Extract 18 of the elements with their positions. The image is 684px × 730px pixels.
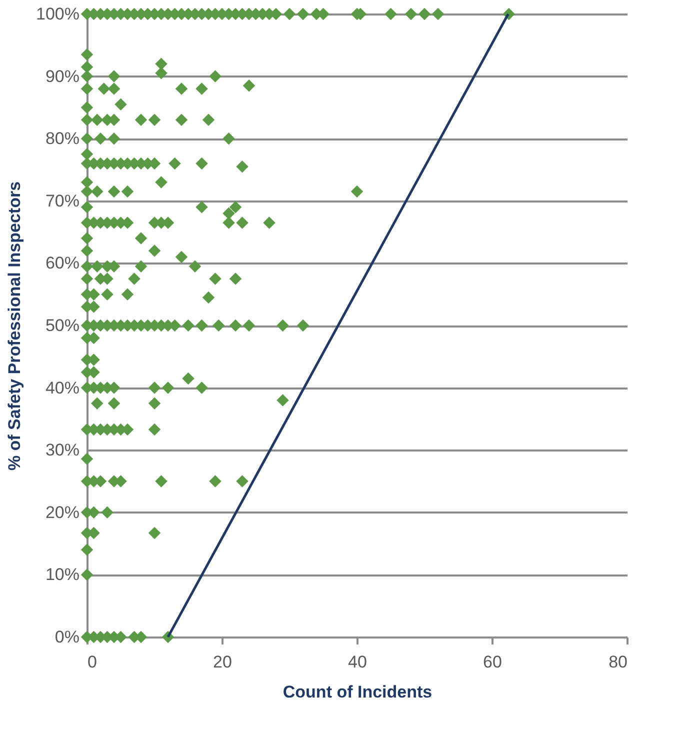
y-tick-label: 100% [36,4,80,24]
x-tick-label: 80 [608,652,628,672]
y-tick-label: 50% [45,316,80,335]
x-tick-label: 0 [88,652,97,672]
y-tick-label: 80% [45,129,80,148]
y-tick-label: 30% [45,440,80,460]
x-tick-label: 20 [213,652,232,672]
y-tick-label: 60% [45,254,80,273]
y-tick-label: 0% [54,628,80,646]
y-tick-label: 90% [45,66,80,86]
x-tick-label: 60 [483,652,502,672]
y-tick-label: 10% [45,565,80,584]
y-tick-label: 70% [45,191,80,210]
x-axis-title: Count of Incidents [282,682,432,702]
y-axis-title: % of Safety Professional Inspectors [5,181,24,471]
y-tick-label: 40% [45,378,80,398]
y-tick-label: 20% [45,502,80,522]
x-tick-label: 40 [348,652,367,672]
